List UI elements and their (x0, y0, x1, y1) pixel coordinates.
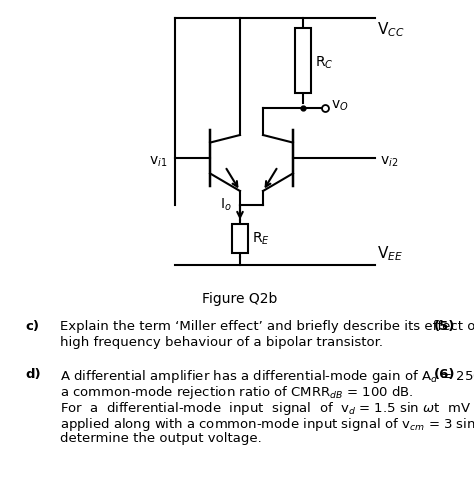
Text: determine the output voltage.: determine the output voltage. (60, 432, 262, 445)
Text: applied along with a common-mode input signal of v$_{cm}$ = 3 sin $\omega$t V,: applied along with a common-mode input s… (60, 416, 474, 433)
Text: A differential amplifier has a differential-mode gain of A$_d$ = 250  and: A differential amplifier has a different… (60, 368, 474, 385)
Text: high frequency behaviour of a bipolar transistor.: high frequency behaviour of a bipolar tr… (60, 336, 383, 349)
Text: (5): (5) (434, 320, 455, 333)
Text: Explain the term ‘Miller effect’ and briefly describe its effect on the: Explain the term ‘Miller effect’ and bri… (60, 320, 474, 333)
Text: d): d) (25, 368, 41, 381)
Text: V$_{CC}$: V$_{CC}$ (377, 20, 404, 38)
Text: v$_O$: v$_O$ (331, 99, 349, 113)
FancyBboxPatch shape (232, 224, 248, 252)
Text: I$_o$: I$_o$ (220, 196, 232, 212)
Text: v$_{i2}$: v$_{i2}$ (380, 155, 398, 169)
FancyBboxPatch shape (295, 28, 311, 93)
Text: v$_{i1}$: v$_{i1}$ (149, 155, 167, 169)
Text: R$_C$: R$_C$ (315, 55, 334, 71)
Text: For  a  differential-mode  input  signal  of  v$_d$ = 1.5 sin $\omega$t  mV  bei: For a differential-mode input signal of … (60, 400, 474, 417)
Text: V$_{EE}$: V$_{EE}$ (377, 245, 403, 263)
Text: a common-mode rejection ratio of CMRR$_{dB}$ = 100 dB.: a common-mode rejection ratio of CMRR$_{… (60, 384, 413, 401)
Text: c): c) (25, 320, 39, 333)
Text: Figure Q2b: Figure Q2b (202, 292, 278, 306)
Text: R$_E$: R$_E$ (252, 230, 270, 246)
Text: (6): (6) (434, 368, 455, 381)
